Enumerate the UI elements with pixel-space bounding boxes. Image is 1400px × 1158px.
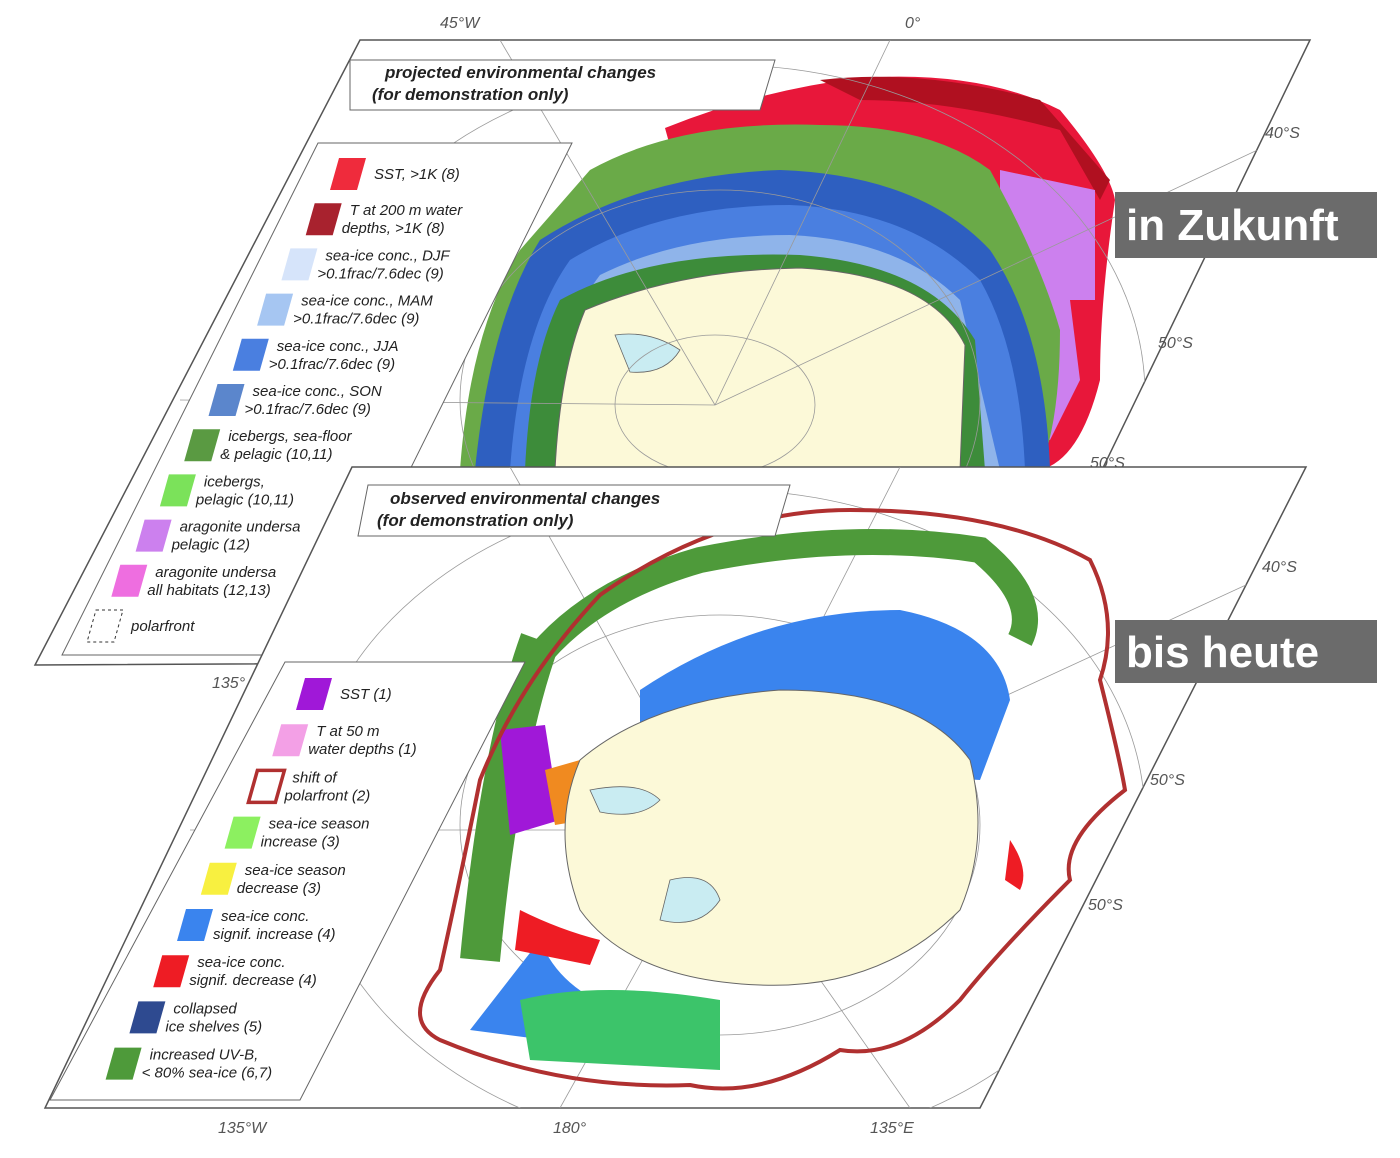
ice-decrease-e [1005,840,1024,890]
legend-swatch [135,519,172,552]
badge-box [1115,192,1377,258]
legend-label: SST, >1K (8) [374,166,460,183]
continent [554,267,966,471]
grid-label: 45°W [440,15,481,32]
grid-label: 135° [212,675,246,692]
legend-label: water depths (1) [308,741,416,758]
legend-label: < 80% sea-ice (6,7) [142,1065,272,1082]
grid-label: 40°S [1262,559,1297,576]
badge: in Zukunft [1126,201,1339,250]
legend-label: >0.1frac/7.6dec (9) [293,311,419,328]
legend-label: depths, >1K (8) [342,220,445,237]
title-box [349,59,776,111]
legend-label: sea-ice season [269,816,370,833]
legend-label: aragonite undersa [155,564,276,581]
legend-swatch [224,816,261,849]
legend-box [49,661,526,1101]
legend-label: sea-ice conc. [221,908,309,925]
legend-swatch [257,293,294,326]
grid-label: 135°E [870,1120,914,1137]
ice-season-s [520,990,720,1070]
legend-label: sea-ice conc., JJA [277,338,399,355]
legend-label: >0.1frac/7.6dec (9) [317,265,443,282]
title-box [357,484,791,537]
legend-swatch [184,429,221,462]
legend-label: T at 50 m [316,723,379,740]
legend-label: sea-ice season [245,862,346,879]
panel-title: projected environmental changes [384,63,656,82]
continent [564,689,979,986]
panel-title: observed environmental changes [390,489,660,508]
legend-label: polarfront [130,618,195,635]
legend-swatch [281,248,318,281]
legend-label: icebergs, [204,473,265,490]
legend-swatch [208,384,245,416]
legend-swatch [305,203,342,236]
t200-zone [820,76,1110,200]
grid-label: 50°S [1150,772,1185,789]
legend-label: all habitats (12,13) [147,582,270,599]
grid-label: 180° [553,1120,587,1137]
badge-box [1115,620,1377,683]
legend-label: signif. decrease (4) [189,972,317,989]
badge: bis heute [1126,628,1319,677]
legend-label: increased UV-B, [150,1047,259,1064]
observed-panel: observed environmental changes (for demo… [43,466,1308,1137]
legend-label: polarfront (2) [283,787,370,804]
legend-label: collapsed [173,1000,237,1017]
panel-subtitle: (for demonstration only) [372,85,569,104]
legend-swatch [86,609,124,643]
legend-label: & pelagic (10,11) [220,446,332,463]
legend-label: >0.1frac/7.6dec (9) [269,356,395,373]
ice-shelf [659,877,721,923]
grid-meridian [714,40,891,406]
legend-label: sea-ice conc., MAM [301,293,433,310]
legend-label: aragonite undersa [180,519,301,536]
legend-label: decrease (3) [237,880,321,897]
legend-label: signif. increase (4) [213,926,336,943]
legend-swatch [246,768,287,805]
legend-swatch [272,724,309,757]
legend-label: sea-ice conc., DJF [325,247,450,264]
ice-shelf [589,786,661,815]
legend-swatch [200,862,237,895]
legend-label: icebergs, sea-floor [228,428,352,445]
grid-label: 0° [905,15,921,32]
legend-label: sea-ice conc., SON [253,383,382,400]
legend-label: >0.1frac/7.6dec (9) [245,401,371,418]
sst-observed [500,725,560,835]
legend-swatch [105,1047,142,1080]
legend-swatch [330,158,366,190]
grid-label: 135°W [218,1120,268,1137]
legend-swatch [177,909,213,941]
legend-swatch [129,1001,166,1034]
legend-label: T at 200 m water [350,202,464,219]
polarfront-line [418,507,1128,1091]
panel-subtitle: (for demonstration only) [377,511,574,530]
legend-swatch [111,564,148,597]
legend-swatch [296,678,332,710]
grid-meridian [714,129,1301,406]
grid-label: 50°S [1158,335,1193,352]
observed-map [190,467,1301,1108]
legend-swatch [159,474,196,507]
legend-swatch [153,955,190,988]
legend-label: shift of [292,769,338,786]
legend-label: ice shelves (5) [165,1018,262,1035]
legend-label: increase (3) [261,834,340,851]
legend-swatch [232,338,269,371]
legend-label: pelagic (12) [171,537,250,554]
ice-decrease [515,910,600,965]
legend-label: sea-ice conc. [197,954,285,971]
legend-label: pelagic (10,11) [195,491,294,508]
grid-label: 40°S [1265,125,1300,142]
grid-label: 50°S [1088,897,1123,914]
legend-label: SST (1) [340,686,392,703]
